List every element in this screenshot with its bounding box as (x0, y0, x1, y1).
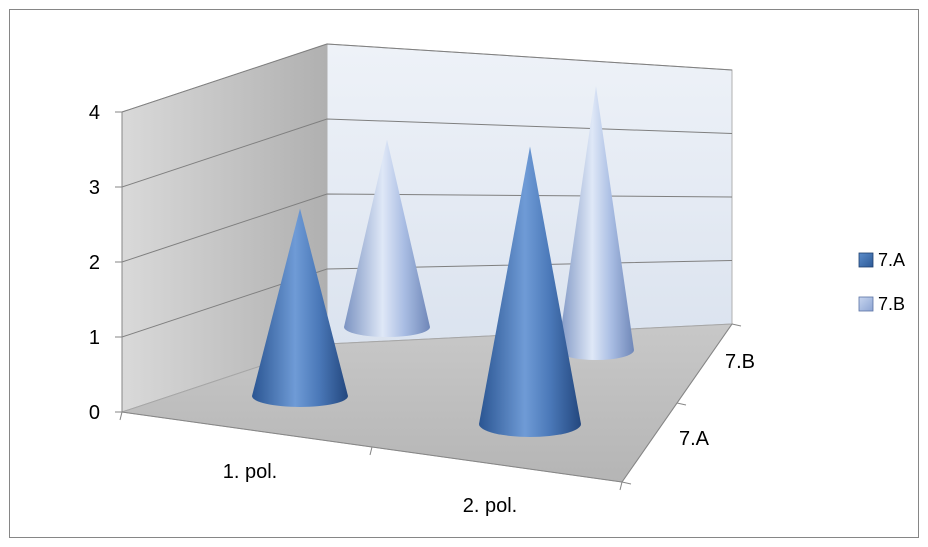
cone-7a-2 (479, 146, 581, 437)
cone-7a-1 (252, 208, 348, 407)
legend-label-7b: 7.B (878, 294, 905, 314)
cone-body (344, 139, 430, 337)
y-axis-ticks: 0 1 2 3 4 (89, 102, 122, 424)
x-tick-label: 1. pol. (223, 461, 277, 483)
x-tick-label: 2. pol. (463, 495, 517, 517)
cone-body (252, 208, 348, 407)
cone-7b-1 (344, 139, 430, 337)
legend-label-7a: 7.A (878, 250, 905, 270)
cone-7b-2 (558, 86, 634, 360)
x-axis-ticks: 1. pol. 2. pol. (119, 411, 623, 517)
cone-body (479, 146, 581, 437)
depth-tick-mark (621, 481, 632, 485)
cones (252, 86, 634, 437)
depth-tick-mark (731, 323, 742, 327)
x-tick-mark (369, 446, 373, 456)
cone-body (558, 86, 634, 360)
x-tick-mark (619, 481, 623, 491)
y-tick-label: 2 (89, 252, 100, 274)
depth-tick-label: 7.B (725, 351, 755, 373)
legend-swatch-7b (858, 296, 874, 312)
legend: 7.A 7.B (858, 250, 905, 314)
y-tick-label: 1 (89, 327, 100, 349)
depth-tick-mark (676, 402, 687, 406)
depth-tick-label: 7.A (679, 428, 710, 450)
y-tick-label: 0 (89, 402, 100, 424)
x-tick-mark (119, 411, 123, 421)
y-tick-label: 4 (89, 102, 100, 124)
legend-swatch-7a (858, 252, 874, 268)
y-tick-label: 3 (89, 177, 100, 199)
gridline (121, 43, 733, 113)
depth-axis-ticks: 7.A 7.B (621, 323, 755, 485)
